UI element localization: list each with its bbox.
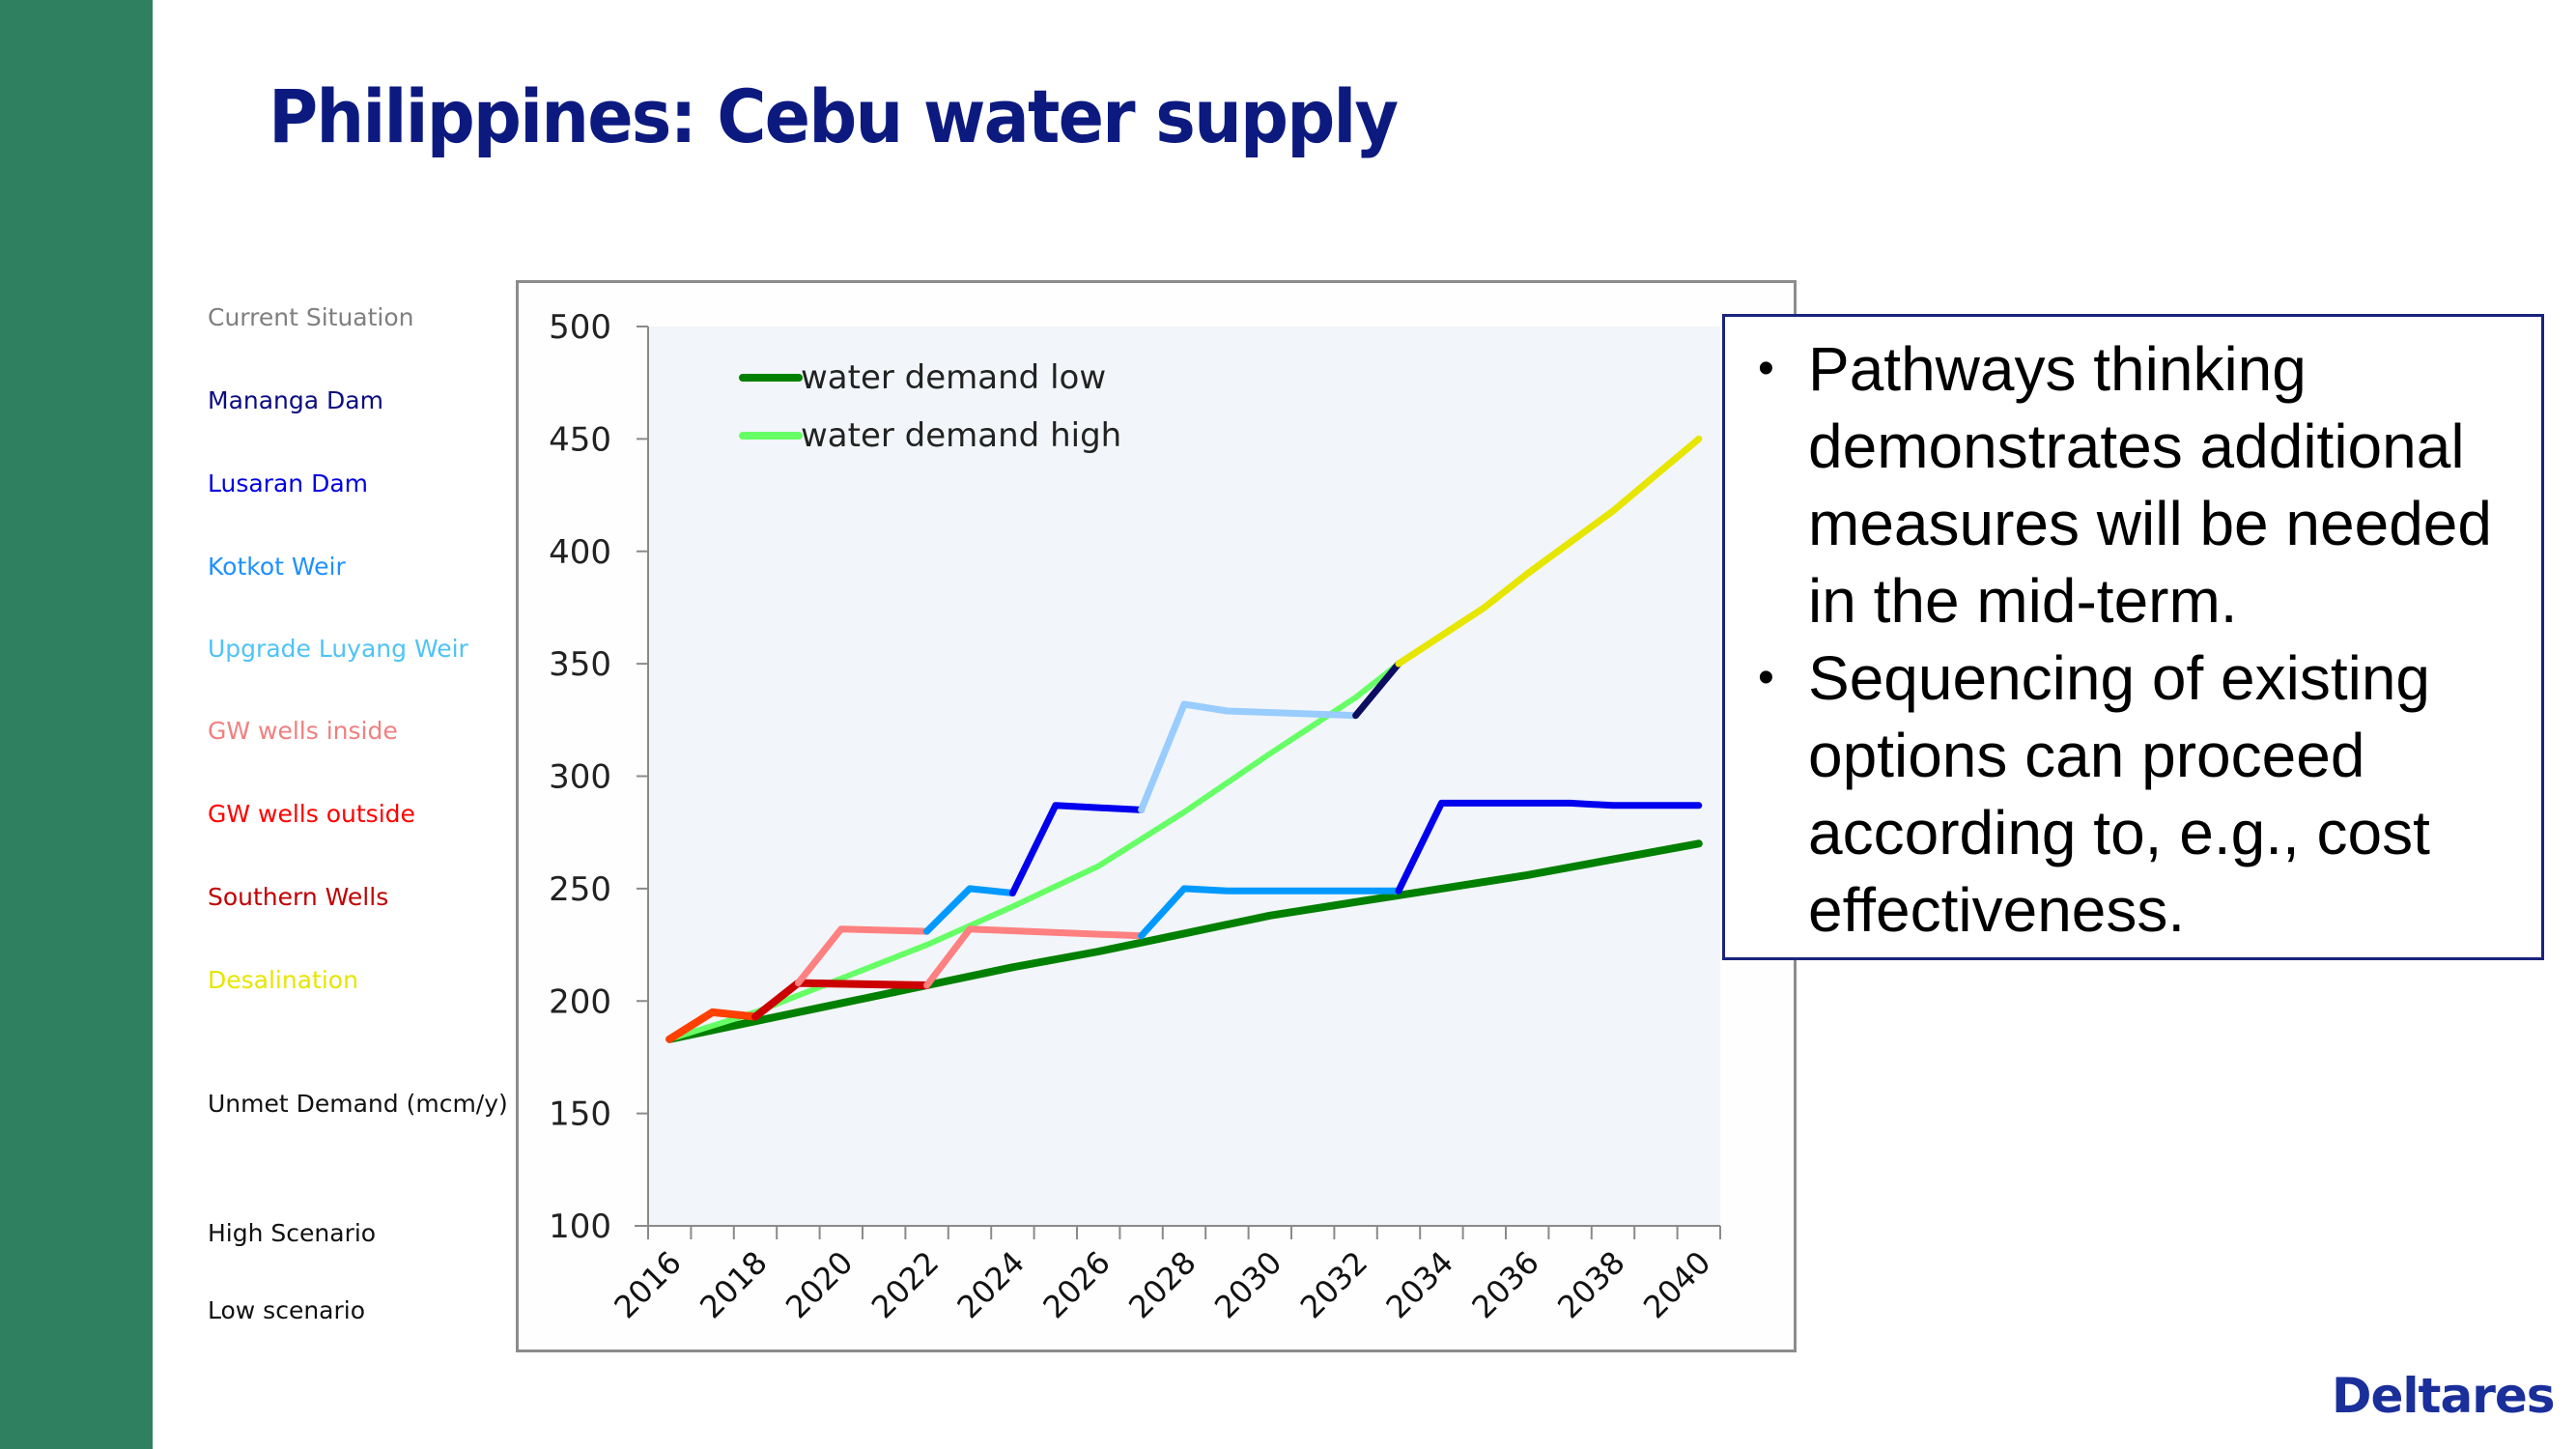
- bullet-line: Sequencing of existing: [1808, 643, 2430, 713]
- legend-label-gw-wells-inside: GW wells inside: [208, 717, 398, 745]
- bullet-line: options can proceed: [1808, 721, 2365, 790]
- y-tick-label: 200: [549, 982, 611, 1021]
- bullet-list: • Pathways thinking demonstrates additiona…: [1748, 330, 2522, 949]
- slide-title: Philippines: Cebu water supply: [269, 73, 1399, 159]
- bullet-line: Pathways thinking: [1808, 334, 2307, 404]
- y-tick-label: 250: [549, 870, 611, 909]
- y-tick-label: 100: [549, 1208, 611, 1246]
- series-lusaran-dam-high: [1008, 802, 1146, 896]
- x-tick-label: 2024: [950, 1244, 1032, 1325]
- bullet-item: • Pathways thinking demonstrates additiona…: [1748, 330, 2522, 639]
- legend-entry: water demand high: [801, 416, 1121, 455]
- series-water-demand-high: [666, 661, 1401, 1042]
- series-gw-wells-inside-high: [794, 925, 931, 987]
- x-tick-label: 2026: [1035, 1244, 1117, 1325]
- legend-label-unmet-demand-mcm-y: Unmet Demand (mcm/y): [208, 1090, 508, 1118]
- accent-side-bar: [0, 0, 153, 1449]
- legend-label-mananga-dam: Mananga Dam: [208, 386, 383, 414]
- x-tick-label: 2018: [693, 1244, 774, 1325]
- x-tick-label: 2022: [864, 1244, 946, 1325]
- legend-label-southern-wells: Southern Wells: [208, 883, 389, 911]
- series-lusaran-dam-low: [1395, 799, 1703, 895]
- x-tick-label: 2032: [1293, 1244, 1374, 1325]
- y-tick-label: 300: [549, 758, 611, 797]
- legend-label-high-scenario: High Scenario: [208, 1219, 377, 1247]
- x-tick-label: 2020: [778, 1244, 860, 1325]
- x-tick-label: 2016: [607, 1244, 688, 1325]
- series-upgrade-luyang-weir: [1138, 700, 1360, 813]
- bullet-dot-icon: •: [1758, 652, 1774, 703]
- x-tick-label: 2028: [1121, 1244, 1203, 1325]
- bullet-item: • Sequencing of existing options can proce…: [1748, 639, 2522, 949]
- x-tick-label: 2040: [1636, 1244, 1717, 1325]
- legend-label-gw-wells-outside: GW wells outside: [208, 800, 415, 828]
- bullet-line: according to, e.g., cost: [1808, 798, 2430, 867]
- series-kotkot-weir-high: [923, 885, 1016, 935]
- series-water-demand-low: [665, 839, 1703, 1043]
- series-desalination: [1395, 435, 1703, 668]
- bullet-line: effectiveness.: [1808, 875, 2186, 945]
- deltares-logo: Deltares: [2332, 1368, 2556, 1424]
- y-tick-label: 350: [549, 645, 611, 684]
- key-messages-box: • Pathways thinking demonstrates additiona…: [1722, 314, 2544, 960]
- legend-entry: water demand low: [801, 358, 1106, 397]
- series-gw-wells-outside: [665, 1008, 759, 1043]
- pathways-chart: 100 150 200 250 300 350 400 450 500 2016 2018 2020 2…: [516, 280, 1797, 1352]
- legend-label-low-scenario: Low scenario: [208, 1296, 366, 1324]
- series-gw-wells-inside-low: [923, 925, 1146, 989]
- y-tick-label: 400: [549, 533, 611, 572]
- series-kotkot-weir-low: [1138, 885, 1402, 940]
- bullet-line: in the mid-term.: [1808, 566, 2238, 636]
- bullet-line: measures will be needed: [1808, 489, 2492, 558]
- y-tick-label: 150: [549, 1095, 611, 1134]
- y-tick-label: 500: [549, 308, 611, 347]
- x-tick-label: 2038: [1550, 1244, 1631, 1325]
- legend-label-desalination: Desalination: [208, 966, 358, 994]
- series-mananga-dam: [1352, 660, 1402, 720]
- x-tick-label: 2030: [1207, 1244, 1288, 1325]
- legend-label-kotkot-weir: Kotkot Weir: [208, 553, 346, 581]
- legend-label-lusaran-dam: Lusaran Dam: [208, 469, 368, 497]
- plot-area: [648, 327, 1720, 1226]
- legend-label-upgrade-luyang-weir: Upgrade Luyang Weir: [208, 635, 468, 663]
- legend-label-current-situation: Current Situation: [208, 303, 414, 331]
- x-tick-label: 2034: [1379, 1244, 1460, 1325]
- bullet-dot-icon: •: [1758, 343, 1774, 394]
- x-tick-label: 2036: [1464, 1244, 1545, 1325]
- y-tick-label: 450: [549, 420, 611, 459]
- bullet-line: demonstrates additional: [1808, 412, 2465, 481]
